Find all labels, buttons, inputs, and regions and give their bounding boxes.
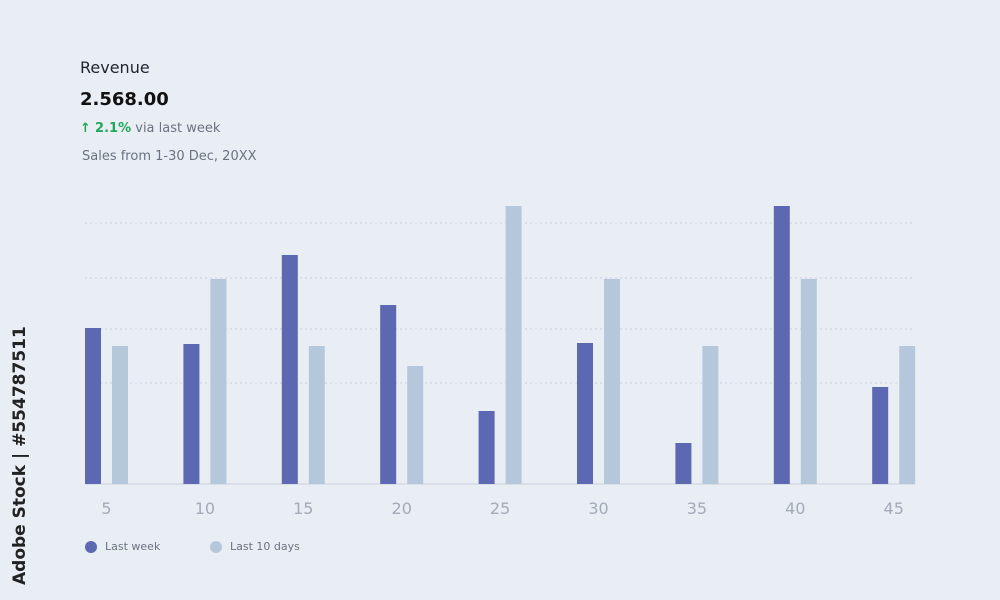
watermark: Adobe Stock | #554787511 bbox=[10, 326, 30, 585]
bar-last-10-days bbox=[112, 346, 128, 484]
x-tick-label: 30 bbox=[588, 499, 608, 518]
legend-item-last-10-days[interactable]: Last 10 days bbox=[210, 540, 300, 553]
bar-last-10-days bbox=[604, 279, 620, 484]
bar-last-week bbox=[675, 443, 692, 484]
chart-title: Revenue bbox=[80, 58, 150, 77]
x-tick-label: 15 bbox=[293, 499, 313, 518]
bar-last-10-days bbox=[308, 346, 325, 484]
x-tick-label: 20 bbox=[392, 499, 412, 518]
legend-swatch bbox=[85, 540, 97, 553]
legend-swatch bbox=[210, 540, 222, 553]
revenue-value: 2.568.00 bbox=[80, 89, 169, 110]
bar-last-10-days bbox=[505, 206, 522, 484]
bar-last-week bbox=[183, 344, 200, 484]
bar-last-week bbox=[773, 206, 790, 484]
bar-last-week bbox=[380, 305, 397, 484]
legend-label: Last 10 days bbox=[230, 540, 300, 553]
legend-item-last-week[interactable]: Last week bbox=[85, 540, 160, 553]
bar-last-week bbox=[85, 328, 101, 484]
x-tick-label: 45 bbox=[884, 499, 904, 518]
date-range: Sales from 1-30 Dec, 20XX bbox=[82, 149, 257, 164]
arrow-up-icon: ↑ bbox=[80, 121, 91, 136]
bar-last-week bbox=[478, 411, 495, 484]
legend-label: Last week bbox=[105, 540, 161, 553]
bar-last-10-days bbox=[800, 279, 817, 484]
bar-last-week bbox=[872, 387, 889, 484]
bar-last-week bbox=[281, 255, 298, 484]
x-tick-label: 40 bbox=[785, 499, 805, 518]
bar-last-10-days bbox=[899, 346, 916, 484]
bar-last-week bbox=[577, 343, 593, 484]
x-tick-label: 25 bbox=[490, 499, 510, 518]
x-tick-label: 35 bbox=[687, 499, 707, 518]
bar-last-10-days bbox=[702, 346, 719, 484]
x-tick-label: 10 bbox=[195, 499, 215, 518]
change-text: via last week bbox=[135, 121, 221, 136]
bar-last-10-days bbox=[210, 279, 227, 484]
change-indicator: ↑ 2.1% via last week bbox=[80, 121, 220, 136]
change-percent: 2.1% bbox=[95, 121, 132, 136]
bar-last-10-days bbox=[407, 366, 424, 484]
x-tick-label: 5 bbox=[101, 499, 111, 518]
